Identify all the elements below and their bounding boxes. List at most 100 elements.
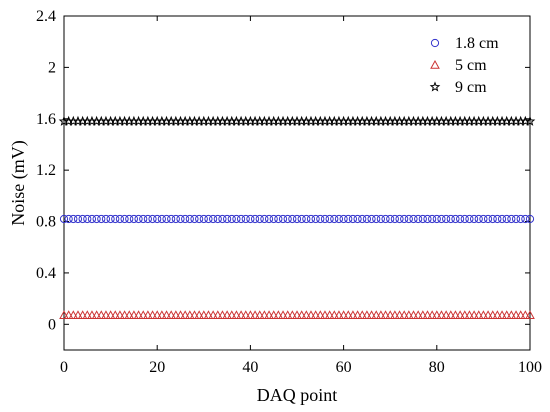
data-point [91, 310, 102, 320]
data-point [399, 310, 410, 320]
data-point [459, 310, 470, 320]
data-point [115, 214, 125, 224]
data-point [166, 310, 177, 320]
data-point [77, 310, 88, 320]
data-point [264, 214, 274, 224]
data-point [414, 214, 423, 224]
data-point [488, 214, 497, 224]
data-point [264, 310, 274, 320]
data-point [152, 310, 163, 320]
data-point [92, 214, 101, 224]
data-point [204, 214, 213, 224]
data-point [254, 310, 265, 320]
data-point [180, 310, 191, 320]
data-point [403, 310, 414, 320]
data-point [223, 214, 232, 224]
data-point [134, 214, 143, 224]
data-point [338, 310, 349, 320]
data-point [288, 214, 297, 224]
data-point [101, 214, 111, 224]
data-point [302, 214, 311, 224]
data-point [376, 214, 385, 224]
data-point [487, 310, 498, 320]
data-point [83, 214, 92, 224]
data-point [208, 310, 218, 320]
data-point [181, 214, 190, 224]
data-point [339, 214, 348, 224]
data-point [195, 214, 204, 224]
legend-label: 5 cm [455, 57, 487, 74]
data-point [278, 214, 288, 224]
data-point [446, 214, 455, 224]
data-point [381, 214, 390, 224]
data-point [362, 310, 372, 320]
data-point [474, 214, 483, 224]
data-point [203, 310, 214, 320]
data-point [297, 214, 306, 224]
data-marks [58, 115, 536, 320]
data-point [311, 214, 320, 224]
y-tick-label: 0 [48, 316, 56, 333]
x-axis-title: DAQ point [257, 385, 338, 405]
data-point [521, 214, 530, 224]
data-point [133, 310, 144, 320]
data-point [209, 214, 218, 224]
data-point [82, 310, 93, 320]
data-point [344, 214, 353, 224]
legend: 1.8 cm 5 cm 9 cm [429, 35, 499, 96]
data-point [218, 214, 227, 224]
data-point [497, 310, 507, 320]
data-point [507, 214, 516, 224]
data-point [479, 214, 488, 224]
legend-label: 1.8 cm [455, 35, 499, 52]
data-point [260, 214, 269, 224]
data-point [255, 214, 264, 224]
data-point [372, 214, 381, 224]
series-circle [59, 214, 535, 224]
data-point [390, 310, 400, 320]
data-point [147, 310, 158, 320]
data-point [153, 214, 162, 224]
data-point [273, 310, 284, 320]
x-tick-label: 80 [429, 359, 445, 376]
data-point [357, 310, 368, 320]
data-point [483, 310, 493, 320]
data-point [515, 310, 526, 320]
x-tick-label: 40 [242, 359, 258, 376]
data-point [423, 214, 432, 224]
y-tick-label: 0.8 [36, 214, 56, 231]
data-point [96, 310, 107, 320]
data-point [157, 310, 167, 320]
data-point [422, 310, 433, 320]
data-point [282, 310, 293, 320]
legend-marker [430, 38, 440, 48]
data-point [441, 310, 451, 320]
data-point [245, 310, 256, 320]
data-point [63, 310, 74, 320]
data-point [358, 214, 367, 224]
legend-marker [430, 59, 440, 69]
data-point [87, 214, 97, 224]
x-tick-label: 60 [336, 359, 352, 376]
data-point [310, 310, 321, 320]
data-point [241, 214, 250, 224]
data-point [445, 310, 456, 320]
data-point [478, 310, 489, 320]
data-point [287, 310, 298, 320]
data-point [78, 214, 87, 224]
data-point [120, 214, 129, 224]
data-point [167, 214, 176, 224]
data-point [413, 310, 424, 320]
data-point [292, 310, 302, 320]
data-point [184, 310, 195, 320]
data-point [306, 214, 316, 224]
data-point [217, 310, 228, 320]
data-point [171, 214, 180, 224]
data-point [69, 214, 78, 224]
data-point [324, 310, 335, 320]
data-point [450, 310, 461, 320]
data-point [222, 310, 232, 320]
data-point [212, 310, 223, 320]
data-point [111, 214, 120, 224]
data-point [493, 214, 502, 224]
